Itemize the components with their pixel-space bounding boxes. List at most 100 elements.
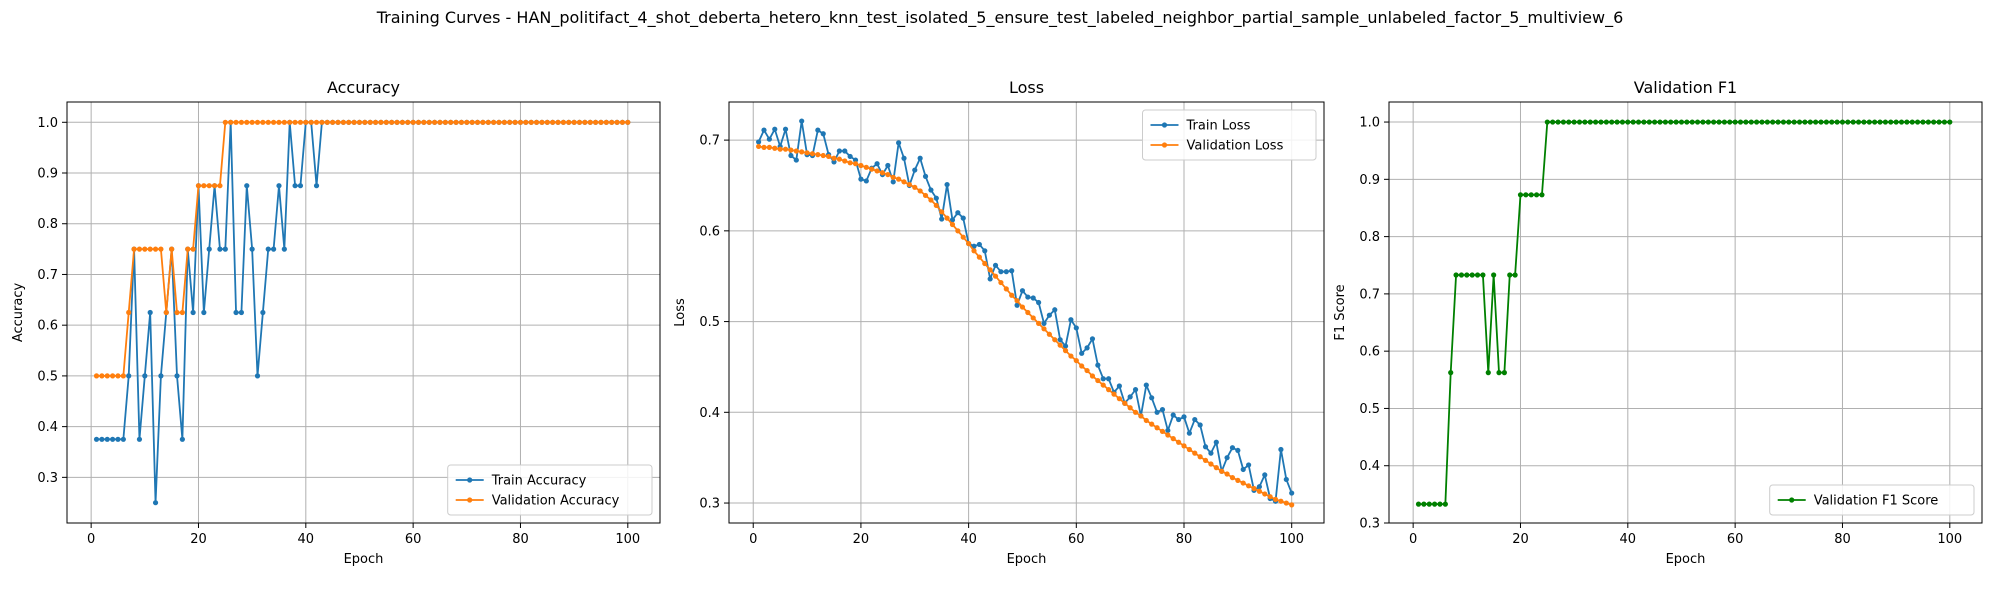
- data-point: [158, 373, 164, 379]
- data-point: [874, 168, 880, 174]
- data-point: [788, 147, 794, 153]
- data-point: [265, 246, 271, 252]
- series-validation-f1-score: [1415, 119, 1953, 507]
- axes-frame: [728, 101, 1325, 524]
- data-point: [179, 436, 185, 442]
- data-point: [1052, 307, 1058, 313]
- data-point: [448, 119, 454, 125]
- data-point: [1127, 394, 1133, 400]
- data-point: [1646, 119, 1652, 125]
- data-point: [1603, 119, 1609, 125]
- chart-panel-1: 0 20 40 60 80 100 0.3 0.4 0.5 0.6 0.7 0.8 0.9 1.0 Accu…: [11, 78, 661, 567]
- data-point: [1813, 119, 1819, 125]
- data-point: [1272, 496, 1279, 503]
- x-tick-label: 100: [615, 532, 640, 547]
- data-point: [1614, 119, 1620, 125]
- data-point: [244, 119, 250, 125]
- data-point: [120, 373, 126, 379]
- data-point: [939, 216, 945, 222]
- data-point: [147, 309, 153, 316]
- data-point: [1019, 304, 1026, 310]
- data-point: [1149, 421, 1155, 427]
- data-point: [244, 183, 250, 189]
- data-point: [1673, 119, 1679, 125]
- data-point: [292, 183, 298, 189]
- data-point: [1057, 337, 1063, 343]
- data-point: [555, 119, 561, 125]
- data-point: [1652, 119, 1658, 125]
- series-line: [758, 145, 1292, 506]
- data-point: [507, 119, 513, 125]
- x-tick-label: 40: [1620, 532, 1637, 547]
- x-tick-label: 0: [1409, 532, 1417, 547]
- y-tick-label: 0.6: [1359, 345, 1380, 360]
- data-point: [1931, 119, 1937, 125]
- data-point: [1915, 119, 1921, 125]
- data-point: [1176, 416, 1182, 423]
- data-point: [1523, 192, 1529, 198]
- data-point: [1165, 427, 1171, 434]
- data-point: [922, 173, 929, 179]
- data-point: [1073, 325, 1079, 331]
- data-point: [912, 167, 918, 173]
- data-point: [1721, 119, 1728, 125]
- data-point: [287, 119, 293, 125]
- data-point: [1544, 119, 1550, 125]
- chart-title: Loss: [1009, 78, 1044, 97]
- data-point: [1850, 119, 1856, 125]
- data-point: [1593, 119, 1599, 125]
- chart-panel-3: 0 20 40 60 80 100 0.3 0.4 0.5 0.6 0.7 0.8 0.9 1.0 Vali…: [1333, 78, 1983, 567]
- data-point: [1947, 119, 1953, 125]
- data-point: [115, 373, 121, 379]
- data-point: [228, 119, 234, 125]
- data-point: [1213, 465, 1219, 471]
- data-point: [1657, 119, 1663, 125]
- data-point: [1283, 476, 1289, 483]
- data-point: [815, 152, 821, 158]
- data-point: [1700, 119, 1706, 125]
- data-point: [1448, 370, 1454, 376]
- data-point: [1267, 494, 1273, 500]
- data-point: [1829, 119, 1835, 125]
- data-point: [474, 119, 481, 125]
- data-point: [1181, 443, 1187, 449]
- data-point: [1030, 315, 1036, 321]
- data-point: [1192, 450, 1198, 456]
- data-point: [1240, 480, 1246, 486]
- data-point: [863, 164, 869, 170]
- data-point: [1289, 502, 1295, 508]
- data-point: [1229, 475, 1236, 481]
- data-point: [1898, 119, 1905, 125]
- data-point: [1560, 119, 1567, 125]
- data-point: [955, 228, 961, 234]
- data-point: [158, 246, 164, 252]
- data-point: [271, 246, 277, 252]
- data-point: [1122, 400, 1128, 406]
- data-point: [1009, 292, 1015, 298]
- data-point: [1464, 272, 1470, 278]
- data-point: [1116, 396, 1122, 402]
- data-point: [238, 309, 245, 316]
- data-point: [1453, 272, 1459, 278]
- x-tick-label: 40: [960, 532, 977, 547]
- data-point: [571, 119, 577, 125]
- data-point: [944, 215, 950, 221]
- data-point: [1030, 295, 1036, 301]
- data-point: [533, 119, 540, 125]
- data-point: [1197, 454, 1203, 460]
- series-train-loss: [756, 118, 1295, 504]
- data-point: [115, 436, 121, 442]
- data-point: [912, 184, 918, 190]
- data-point: [1662, 119, 1668, 125]
- y-tick-label: 1.0: [37, 116, 58, 131]
- data-point: [437, 119, 443, 125]
- figure-title: Training Curves - HAN_politifact_4_shot_…: [376, 8, 1624, 27]
- data-point: [271, 119, 277, 125]
- data-point: [260, 309, 266, 316]
- data-point: [1246, 462, 1252, 468]
- data-point: [1823, 119, 1829, 125]
- data-point: [297, 119, 304, 125]
- data-point: [501, 119, 507, 125]
- data-point: [582, 119, 588, 125]
- data-point: [110, 436, 116, 442]
